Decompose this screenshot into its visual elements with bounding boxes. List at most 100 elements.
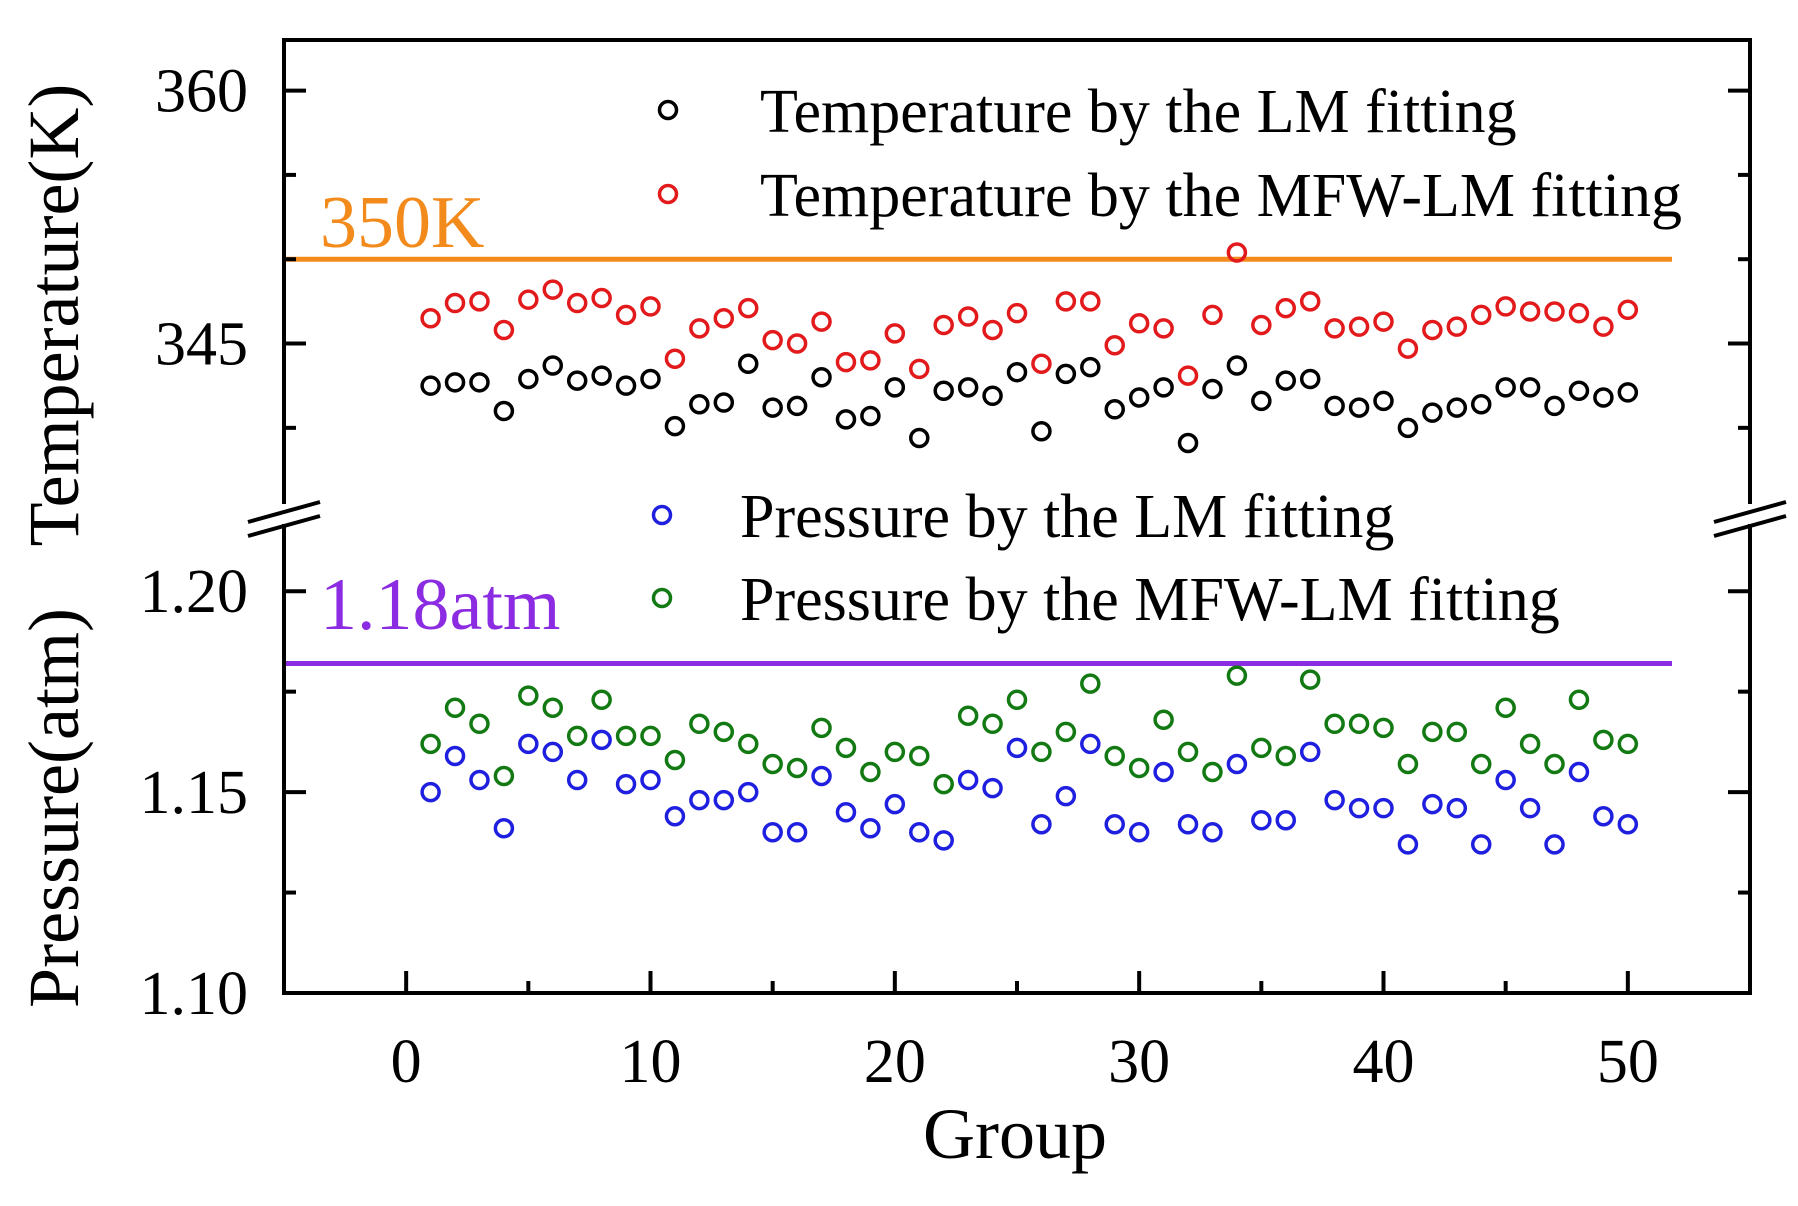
temp-mfw-lm-point — [1568, 302, 1590, 324]
temp-mfw-lm-point — [664, 348, 686, 369]
temp-mfw-lm-point — [1519, 301, 1541, 322]
temp-lm-point — [444, 372, 466, 393]
pressure-lm-point — [1128, 822, 1150, 843]
pressure-lm-point — [1446, 797, 1468, 819]
reference-350k-label: 350K — [320, 182, 484, 264]
legend-temp-mfw-lm-marker — [657, 183, 679, 205]
temp-mfw-lm-point — [1202, 304, 1223, 326]
temp-lm-point — [786, 395, 808, 417]
temp-lm-point — [1031, 420, 1052, 442]
pressure-mfw-lm-point — [786, 757, 808, 779]
pressure-lm-point — [689, 789, 710, 811]
legend-temp-lm-label: Temperature by the LM fitting — [760, 78, 1517, 146]
pressure-mfw-lm-point — [1006, 689, 1028, 710]
temp-mfw-lm-point — [1177, 365, 1199, 386]
pressure-mfw-lm-point — [1348, 713, 1370, 735]
temp-mfw-lm-point — [1470, 304, 1492, 326]
pressure-mfw-lm-point — [1055, 721, 1077, 743]
pressure-mfw-lm-point — [835, 737, 857, 759]
pressure-mfw-lm-point — [420, 733, 441, 755]
temp-lm-point — [1202, 378, 1223, 400]
pressure-mfw-lm-point — [1495, 697, 1516, 718]
temp-mfw-lm-point — [1031, 353, 1052, 375]
pressure-mfw-lm-point — [982, 713, 1003, 735]
pressure-mfw-lm-point — [1177, 741, 1199, 763]
temp-mfw-lm-point — [1397, 338, 1419, 359]
axis-break-left-1 — [247, 500, 321, 524]
pressure-lm-point — [1544, 834, 1565, 855]
temp-lm-point — [1617, 382, 1639, 403]
pressure-lm-point — [1495, 769, 1516, 791]
axis-break-right-1 — [1713, 500, 1787, 524]
temp-mfw-lm-point — [811, 311, 832, 332]
pressure-lm-point — [469, 769, 490, 791]
temp-mfw-lm-point — [566, 292, 588, 314]
pressure-mfw-lm-point — [1519, 733, 1541, 755]
temp-mfw-lm-point — [982, 319, 1003, 341]
pressure-mfw-lm-point — [469, 713, 490, 735]
x-tick-label-20: 20 — [864, 1028, 926, 1096]
temp-lm-point — [1324, 395, 1345, 417]
pressure-lm-point — [1202, 822, 1223, 843]
temp-lm-point — [1055, 363, 1077, 385]
pressure-mfw-lm-point — [1544, 753, 1565, 775]
pressure-lm-point — [933, 830, 954, 851]
temp-mfw-lm-point — [469, 291, 490, 312]
temp-lm-point — [542, 355, 564, 376]
temp-lm-point — [933, 380, 954, 401]
temp-lm-point — [1006, 361, 1028, 383]
y-axis-label-temperature: Temperature(K) — [14, 84, 94, 547]
temp-mfw-lm-point — [1617, 299, 1639, 321]
pressure-mfw-lm-point — [542, 697, 564, 718]
temp-mfw-lm-point — [1275, 297, 1297, 319]
axis-break-right-2 — [1713, 514, 1787, 538]
temp-mfw-lm-point — [615, 304, 637, 326]
pressure-mfw-lm-point — [1593, 729, 1614, 751]
pressure-mfw-lm-point — [1031, 741, 1052, 763]
x-tick-label-40: 40 — [1353, 1028, 1415, 1096]
temp-mfw-lm-point — [1226, 242, 1248, 263]
pressure-mfw-lm-point — [713, 721, 735, 743]
pressure-lm-point — [1617, 813, 1639, 835]
pressure-mfw-lm-point — [1226, 665, 1248, 686]
pressure-mfw-lm-point — [1128, 757, 1150, 779]
temp-mfw-lm-point — [1544, 301, 1565, 322]
pressure-mfw-lm-point — [1251, 737, 1272, 759]
pressure-mfw-lm-point — [1299, 669, 1321, 690]
temp-lm-point — [1422, 402, 1443, 423]
pressure-mfw-lm-point — [444, 697, 466, 718]
pressure-lm-point — [1251, 809, 1272, 831]
temp-lm-point — [1299, 368, 1321, 390]
pressure-mfw-lm-point — [933, 773, 954, 795]
temp-mfw-lm-point — [1299, 291, 1321, 312]
axis-labels: Group Temperature(K) Pressure(atm) — [14, 84, 1107, 1174]
temp-mfw-lm-point — [444, 292, 466, 314]
temp-mfw-lm-point — [1373, 311, 1394, 332]
temp-lm-point — [493, 400, 515, 422]
temp-lm-point — [1251, 390, 1272, 412]
temp-lm-point — [1080, 356, 1101, 378]
y-upper-tick-label-345: 345 — [155, 311, 248, 379]
temp-mfw-lm-point — [1251, 314, 1272, 336]
pressure-lm-point — [1104, 813, 1125, 835]
temp-lm-point — [762, 397, 783, 418]
pressure-mfw-lm-point — [640, 725, 661, 747]
temp-mfw-lm-point — [933, 314, 954, 336]
pressure-lm-point — [444, 745, 466, 767]
x-axis-label: Group — [923, 1094, 1107, 1174]
pressure-lm-point — [713, 789, 735, 811]
temp-lm-point — [811, 367, 832, 388]
temp-lm-point — [615, 375, 637, 396]
temp-lm-point — [1519, 377, 1541, 398]
temp-mfw-lm-point — [518, 289, 539, 310]
temp-lm-point — [1470, 393, 1492, 415]
legend: Temperature by the LM fitting Temperature… — [651, 78, 1682, 634]
legend-temp-mfw-lm-label: Temperature by the MFW-LM fitting — [760, 162, 1682, 230]
legend-pressure-lm-marker — [651, 504, 673, 526]
temp-lm-point — [1373, 390, 1394, 412]
temp-mfw-lm-point — [689, 318, 710, 339]
temp-mfw-lm-point — [1348, 316, 1370, 337]
temp-mfw-lm-point — [786, 333, 808, 354]
pressure-mfw-lm-point — [664, 749, 686, 771]
